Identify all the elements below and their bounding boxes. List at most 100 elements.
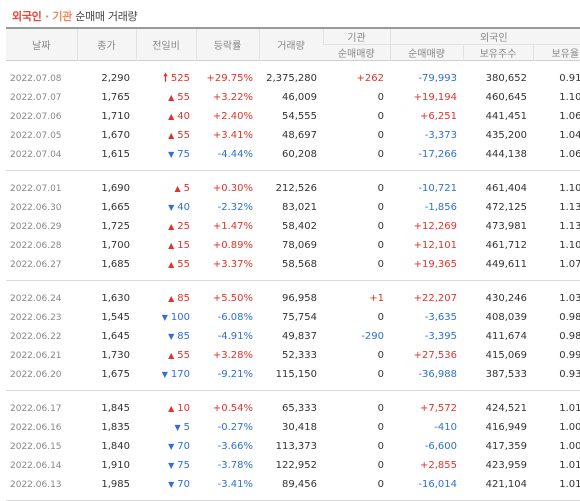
up-arrow-icon: ▲ bbox=[174, 184, 181, 193]
cell-foreign-ratio: 1.03% bbox=[559, 293, 580, 304]
cell-foreign-hold: 408,039 bbox=[485, 312, 527, 323]
up-arrow-icon: ▲ bbox=[168, 222, 175, 231]
cell-close: 1,670 bbox=[101, 130, 130, 141]
cell-foreign-hold: 430,246 bbox=[485, 293, 527, 304]
cell-inst-net: 0 bbox=[377, 460, 384, 471]
cell-foreign-net: +7,572 bbox=[419, 403, 457, 414]
cell-change: ▲ 55 bbox=[136, 126, 196, 145]
change-value: 25 bbox=[177, 221, 190, 232]
table-body: 2022.07.08 2,290 🠕 525 +29.75% 2,375,280 +262-… bbox=[6, 61, 580, 501]
change-value: 40 bbox=[177, 202, 190, 213]
cell-rate: -6.08% bbox=[217, 312, 253, 323]
cell-inst-net: 0 bbox=[323, 145, 390, 171]
change-value: 85 bbox=[177, 331, 190, 342]
change-value: 75 bbox=[177, 460, 190, 471]
change-value: 5 bbox=[183, 183, 190, 194]
cell-rate: -9.21% bbox=[196, 365, 259, 391]
table-row: 2022.06.21 1,730 ▲ 55 +3.28% 52,333 0 +27,536 41… bbox=[6, 346, 580, 365]
cell-close: 1,840 bbox=[101, 441, 130, 452]
cell-foreign-net: -1,856 bbox=[424, 202, 457, 213]
header-foreign: 외국인 bbox=[389, 27, 580, 45]
cell-date: 2022.06.23 bbox=[10, 312, 62, 323]
table-row: 2022.06.27 1,685 ▲ 55 +3.37% 58,568 0 +19,365 44… bbox=[6, 255, 580, 281]
table-row: 2022.06.29 1,725 ▲ 25 +1.47% 58,402 0 +12,269 47… bbox=[6, 217, 580, 236]
cell-foreign-ratio: 1.04% bbox=[559, 130, 580, 141]
cell-foreign-ratio: 0.98% bbox=[559, 331, 580, 342]
down-arrow-icon: ▼ bbox=[168, 203, 175, 212]
cell-volume: 96,958 bbox=[282, 293, 317, 304]
cell-foreign-hold: 460,645 bbox=[485, 92, 527, 103]
cell-close: 1,665 bbox=[101, 202, 130, 213]
cell-inst-net: 0 bbox=[377, 92, 384, 103]
change-value: 10 bbox=[177, 403, 190, 414]
table-row: 2022.06.16 1,835 ▼ 5 -0.27% 30,418 0 -410 416,94… bbox=[6, 418, 580, 437]
cell-volume: 115,150 bbox=[259, 365, 323, 391]
cell-volume: 65,333 bbox=[282, 403, 317, 414]
change-value: 15 bbox=[177, 240, 190, 251]
cell-change: ▲ 10 bbox=[136, 391, 196, 419]
cell-inst-net: 0 bbox=[323, 255, 390, 281]
change-value: 525 bbox=[170, 73, 190, 84]
cell-foreign-ratio: 1.10% bbox=[559, 183, 580, 194]
cell-foreign-net: -10,721 bbox=[418, 183, 457, 194]
down-arrow-icon: ▼ bbox=[161, 313, 168, 322]
cell-rate: +29.75% bbox=[206, 73, 253, 84]
cell-date: 2022.06.20 bbox=[6, 365, 77, 391]
cell-foreign-net: -16,014 bbox=[390, 475, 463, 501]
table-header: 날짜 종가 전일비 등락률 거래량 기관 외국인 순매매량 순매매량 보유주수 … bbox=[6, 27, 580, 61]
cell-inst-net: 0 bbox=[377, 221, 384, 232]
cell-close: 1,675 bbox=[77, 365, 136, 391]
cell-foreign-net: +22,207 bbox=[413, 293, 457, 304]
up-arrow-icon: ▲ bbox=[168, 294, 175, 303]
cell-rate: -3.66% bbox=[217, 441, 253, 452]
cell-date: 2022.06.27 bbox=[6, 255, 77, 281]
cell-foreign-net: -3,395 bbox=[424, 331, 457, 342]
cell-volume: 60,208 bbox=[259, 145, 323, 171]
title-separator: · bbox=[41, 10, 53, 23]
cell-inst-net: 0 bbox=[377, 312, 384, 323]
cell-date: 2022.06.17 bbox=[10, 403, 62, 414]
cell-foreign-net: +19,365 bbox=[390, 255, 463, 281]
cell-foreign-ratio: 1.06% bbox=[559, 111, 580, 122]
cell-inst-net: 0 bbox=[377, 183, 384, 194]
cell-volume: 75,754 bbox=[282, 312, 317, 323]
cell-change: ▼ 70 bbox=[136, 437, 196, 456]
cell-foreign-net: -36,988 bbox=[390, 365, 463, 391]
cell-foreign-hold: 416,949 bbox=[485, 422, 527, 433]
table-row: 2022.06.20 1,675 ▼ 170 -9.21% 115,150 0 -36,988… bbox=[6, 365, 580, 391]
cell-date: 2022.07.05 bbox=[10, 130, 62, 141]
cell-foreign-hold: 444,138 bbox=[463, 145, 533, 171]
cell-foreign-hold: 435,200 bbox=[485, 130, 527, 141]
cell-date: 2022.07.04 bbox=[6, 145, 77, 171]
cell-foreign-ratio: 1.01% bbox=[559, 460, 580, 471]
cell-inst-net: 0 bbox=[377, 202, 384, 213]
cell-inst-net: +1 bbox=[369, 293, 384, 304]
cell-foreign-ratio: 1.10% bbox=[559, 92, 580, 103]
cell-foreign-hold: 415,069 bbox=[485, 350, 527, 361]
cell-date: 2022.06.21 bbox=[10, 350, 62, 361]
cell-rate: -3.41% bbox=[196, 475, 259, 501]
cell-volume: 89,456 bbox=[259, 475, 323, 501]
table-row: 2022.06.22 1,645 ▼ 85 -4.91% 49,837 -290 -3,395… bbox=[6, 327, 580, 346]
cell-foreign-hold: 423,959 bbox=[485, 460, 527, 471]
cell-change: ▼ 75 bbox=[136, 145, 196, 171]
cell-close: 1,910 bbox=[101, 460, 130, 471]
cell-volume: 212,526 bbox=[275, 183, 317, 194]
cell-inst-net: 0 bbox=[377, 403, 384, 414]
cell-date: 2022.06.14 bbox=[10, 460, 62, 471]
cell-volume: 54,555 bbox=[282, 111, 317, 122]
cell-foreign-net: -17,266 bbox=[390, 145, 463, 171]
cell-volume: 58,402 bbox=[282, 221, 317, 232]
cell-volume: 30,418 bbox=[282, 422, 317, 433]
cell-date: 2022.06.22 bbox=[10, 331, 62, 342]
cell-inst-net: 0 bbox=[377, 422, 384, 433]
cell-volume: 2,375,280 bbox=[266, 73, 317, 84]
cell-foreign-ratio: 1.00% bbox=[559, 441, 580, 452]
header-close: 종가 bbox=[76, 27, 136, 61]
cell-rate: -0.27% bbox=[217, 422, 253, 433]
header-rate: 등락률 bbox=[195, 27, 259, 61]
cell-close: 1,685 bbox=[77, 255, 136, 281]
cell-close: 2,290 bbox=[101, 73, 130, 84]
table-row: 2022.06.15 1,840 ▼ 70 -3.66% 113,373 0 -6,600 41… bbox=[6, 437, 580, 456]
change-value: 40 bbox=[177, 111, 190, 122]
